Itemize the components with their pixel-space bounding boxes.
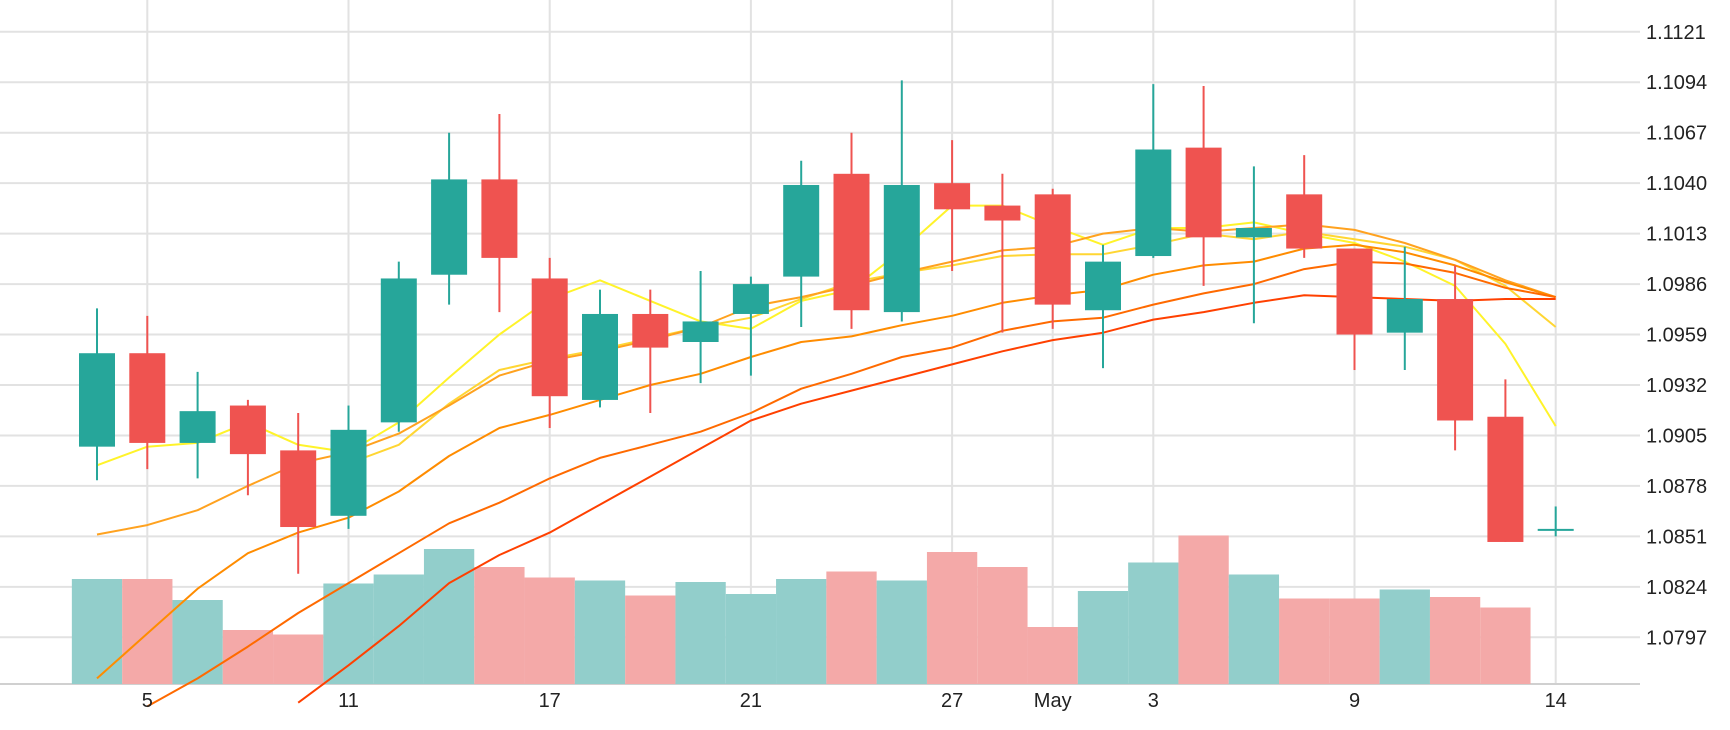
- y-tick-label: 1.0932: [1646, 375, 1707, 397]
- candle-body: [883, 185, 920, 313]
- x-tick-label: 11: [338, 690, 359, 712]
- candle-body: [129, 353, 166, 443]
- candle-body: [1386, 299, 1423, 333]
- candle-body: [531, 278, 568, 397]
- candle-body: [280, 450, 317, 528]
- volume-bar: [1228, 574, 1280, 684]
- candle-body: [783, 185, 820, 277]
- x-tick-label: 27: [941, 690, 963, 712]
- x-tick-label: 14: [1545, 690, 1567, 712]
- volume-bar: [172, 600, 223, 684]
- candle-body: [833, 173, 870, 311]
- volume-bar: [776, 579, 827, 684]
- candles: [79, 80, 1574, 574]
- x-tick-label: 17: [539, 690, 561, 712]
- y-tick-label: 1.1067: [1646, 123, 1707, 145]
- candle-body: [1537, 528, 1574, 531]
- candle-body: [632, 313, 669, 348]
- volume-bar: [524, 577, 575, 684]
- volume-bar: [574, 580, 626, 684]
- volume-bar: [273, 634, 324, 684]
- volume-bar: [977, 567, 1028, 684]
- candle-body: [582, 313, 618, 400]
- x-tick-label: 21: [740, 690, 762, 712]
- candle-body: [1235, 228, 1272, 238]
- volume-bar: [876, 580, 927, 684]
- candle-body: [682, 321, 719, 342]
- candle-body: [732, 284, 769, 314]
- y-tick-label: 1.0905: [1646, 425, 1707, 447]
- volume-bar: [826, 571, 877, 684]
- candle-body: [934, 183, 971, 210]
- volume-bar: [423, 549, 475, 684]
- y-tick-label: 1.0824: [1646, 577, 1707, 599]
- moving-average-line: [146, 260, 1556, 708]
- volume-bar: [1077, 591, 1129, 684]
- x-tick-label: May: [1034, 690, 1072, 712]
- volume-bar: [675, 582, 726, 684]
- y-tick-label: 1.0851: [1646, 526, 1707, 548]
- x-tick-label: 3: [1148, 690, 1159, 712]
- volume-bar: [1027, 627, 1078, 684]
- volume-bar: [625, 595, 676, 684]
- volume-bar: [122, 579, 173, 684]
- volume-bar: [474, 567, 525, 684]
- volume-bar: [926, 552, 978, 684]
- candle-body: [1437, 299, 1474, 421]
- candle-body: [79, 353, 115, 447]
- y-tick-label: 1.0797: [1646, 627, 1707, 649]
- y-tick-label: 1.0878: [1646, 476, 1707, 498]
- y-tick-label: 1.1094: [1646, 72, 1707, 94]
- x-tick-label: 9: [1349, 690, 1360, 712]
- candle-body: [1487, 416, 1524, 542]
- candle-body: [229, 405, 266, 455]
- y-tick-label: 1.0959: [1646, 325, 1707, 347]
- x-axis-ticks: 5 11 17 21 27 May 3 9 14: [142, 690, 1567, 712]
- candle-body: [1286, 194, 1323, 249]
- candle-body: [1034, 194, 1071, 305]
- candle-body: [1185, 147, 1222, 238]
- volume-bar: [373, 574, 424, 684]
- candle-body: [380, 278, 417, 423]
- y-tick-label: 1.1013: [1646, 224, 1707, 246]
- candle-body: [481, 179, 518, 258]
- volume-bars: [71, 535, 1531, 684]
- candle-body: [1135, 149, 1172, 257]
- x-tick-label: 5: [142, 690, 153, 712]
- volume-bar: [1379, 589, 1430, 684]
- y-axis-ticks: 1.0797 1.0824 1.0851 1.0878 1.0905 1.0932 1.09…: [1646, 22, 1707, 650]
- candle-body: [1085, 261, 1121, 311]
- volume-bar: [1128, 562, 1179, 684]
- volume-bar: [1178, 535, 1229, 684]
- volume-bar: [323, 583, 374, 684]
- y-tick-label: 1.1121: [1646, 22, 1706, 44]
- candle-body: [330, 429, 367, 516]
- volume-bar: [725, 594, 777, 684]
- volume-bar: [1480, 607, 1531, 684]
- candle-body: [431, 179, 468, 275]
- volume-bar: [1329, 598, 1380, 684]
- candle-body: [1336, 248, 1373, 335]
- volume-bar: [1429, 597, 1481, 684]
- y-tick-label: 1.1040: [1646, 173, 1707, 195]
- candle-body: [179, 411, 216, 443]
- volume-bar: [71, 579, 123, 684]
- volume-bar: [1279, 598, 1330, 684]
- candle-body: [984, 205, 1021, 221]
- y-tick-label: 1.0986: [1646, 274, 1707, 296]
